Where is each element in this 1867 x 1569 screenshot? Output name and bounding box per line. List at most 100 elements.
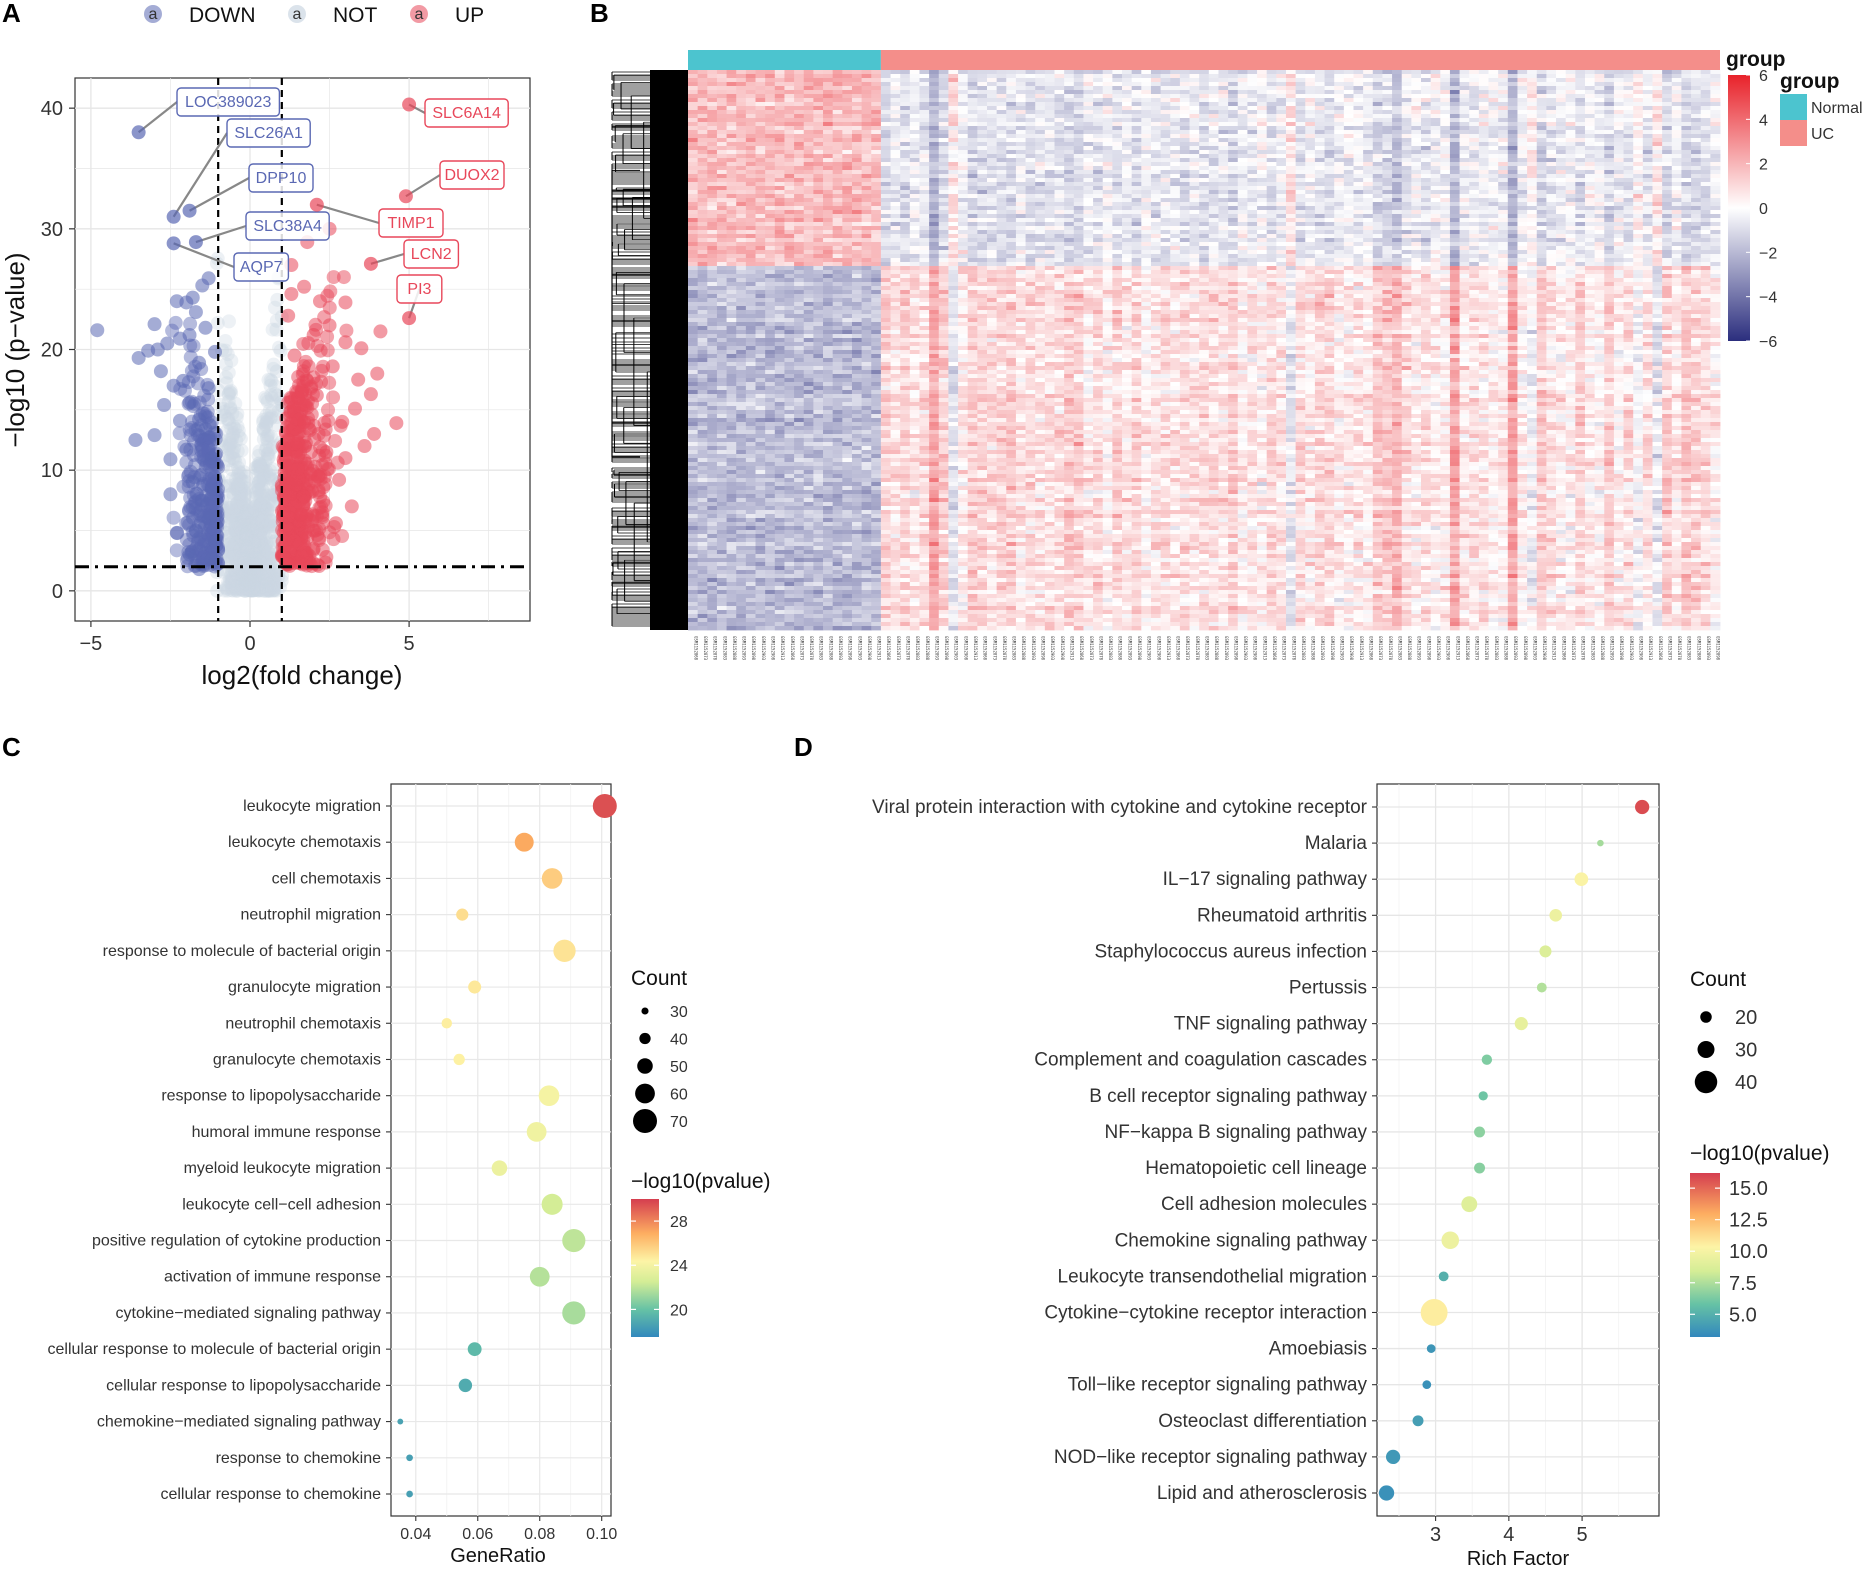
heat-cell — [794, 98, 804, 102]
heat-cell — [1267, 178, 1277, 182]
heat-cell — [1103, 134, 1113, 138]
volcano-down-point — [202, 381, 216, 395]
heat-cell — [1334, 134, 1344, 138]
heat-cell — [1103, 86, 1113, 90]
heat-cell — [987, 186, 997, 190]
heat-cell — [1450, 146, 1460, 150]
heat-cell — [1556, 78, 1566, 82]
heat-cell — [1026, 90, 1036, 94]
heat-cell — [1161, 138, 1171, 142]
heat-cell — [1199, 174, 1209, 178]
heat-cell — [1469, 186, 1479, 190]
heat-cell — [1161, 102, 1171, 106]
heat-cell — [1209, 130, 1219, 134]
heat-cell — [1604, 178, 1614, 182]
heat-cell — [1537, 186, 1547, 190]
heat-cell — [1537, 102, 1547, 106]
heat-cell — [1161, 78, 1171, 82]
heat-cell — [1228, 146, 1238, 150]
heat-cell — [919, 162, 929, 166]
heat-cell — [1122, 110, 1132, 114]
heat-cell — [1122, 78, 1132, 82]
heat-cell — [1190, 154, 1200, 158]
heat-cell — [707, 138, 717, 142]
heat-cell — [852, 158, 862, 162]
heat-cell — [1325, 158, 1335, 162]
heat-cell — [717, 182, 727, 186]
heat-cell — [1045, 154, 1055, 158]
heat-cell — [1190, 110, 1200, 114]
heat-cell — [1141, 90, 1151, 94]
heat-cell — [688, 146, 698, 150]
heat-cell — [1546, 166, 1556, 170]
heat-cell — [1325, 82, 1335, 86]
heat-cell — [958, 178, 968, 182]
heat-cell — [707, 154, 717, 158]
heat-cell — [910, 70, 920, 74]
volcano-not-point — [222, 388, 236, 402]
heat-cell — [1141, 178, 1151, 182]
heat-cell — [871, 182, 881, 186]
heat-cell — [1537, 146, 1547, 150]
heat-cell — [794, 90, 804, 94]
heat-cell — [794, 190, 804, 194]
heat-cell — [1296, 98, 1306, 102]
heat-cell — [1440, 110, 1450, 114]
heat-cell — [1026, 162, 1036, 166]
heat-cell — [1305, 138, 1315, 142]
heat-cell — [765, 186, 775, 190]
heat-cell — [1382, 106, 1392, 110]
heat-cell — [1575, 166, 1585, 170]
heat-cell — [1112, 190, 1122, 194]
heat-cell — [813, 86, 823, 90]
heat-cell — [1353, 70, 1363, 74]
heat-cell — [1469, 130, 1479, 134]
heat-cell — [1710, 166, 1720, 170]
heat-cell — [1218, 166, 1228, 170]
heat-cell — [1141, 190, 1151, 194]
heat-cell — [1652, 154, 1662, 158]
heat-cell — [1103, 130, 1113, 134]
heat-cell — [727, 150, 737, 154]
heat-cell — [1575, 170, 1585, 174]
heat-cell — [1035, 114, 1045, 118]
heat-cell — [1508, 106, 1518, 110]
volcano-up-point — [389, 416, 403, 430]
heat-cell — [939, 186, 949, 190]
volcano-not-point — [254, 497, 268, 511]
volcano-down-point — [90, 323, 104, 337]
heat-cell — [1276, 130, 1286, 134]
heat-cell — [1170, 166, 1180, 170]
heat-cell — [1537, 82, 1547, 86]
heat-cell — [1112, 106, 1122, 110]
heat-cell — [939, 154, 949, 158]
heat-cell — [948, 110, 958, 114]
heat-cell — [1691, 182, 1701, 186]
heat-cell — [1556, 134, 1566, 138]
heat-cell — [1614, 122, 1624, 126]
heat-cell — [1643, 130, 1653, 134]
heat-cell — [1595, 130, 1605, 134]
heat-cell — [1643, 166, 1653, 170]
heat-cell — [746, 78, 756, 82]
heat-cell — [1006, 106, 1016, 110]
heat-cell — [1276, 106, 1286, 110]
heat-cell — [1681, 154, 1691, 158]
heat-cell — [1710, 82, 1720, 86]
heat-cell — [1276, 114, 1286, 118]
heat-cell — [1228, 102, 1238, 106]
heat-cell — [852, 162, 862, 166]
heat-cell — [1006, 118, 1016, 122]
heat-cell — [1527, 130, 1537, 134]
heat-cell — [736, 182, 746, 186]
heat-cell — [804, 106, 814, 110]
gene-point-aqp7 — [167, 236, 181, 250]
heat-cell — [698, 94, 708, 98]
heat-cell — [1286, 90, 1296, 94]
heat-cell — [939, 178, 949, 182]
heat-cell — [794, 78, 804, 82]
heat-cell — [1575, 126, 1585, 130]
heat-cell — [1074, 186, 1084, 190]
heat-cell — [948, 130, 958, 134]
heat-cell — [1556, 90, 1566, 94]
